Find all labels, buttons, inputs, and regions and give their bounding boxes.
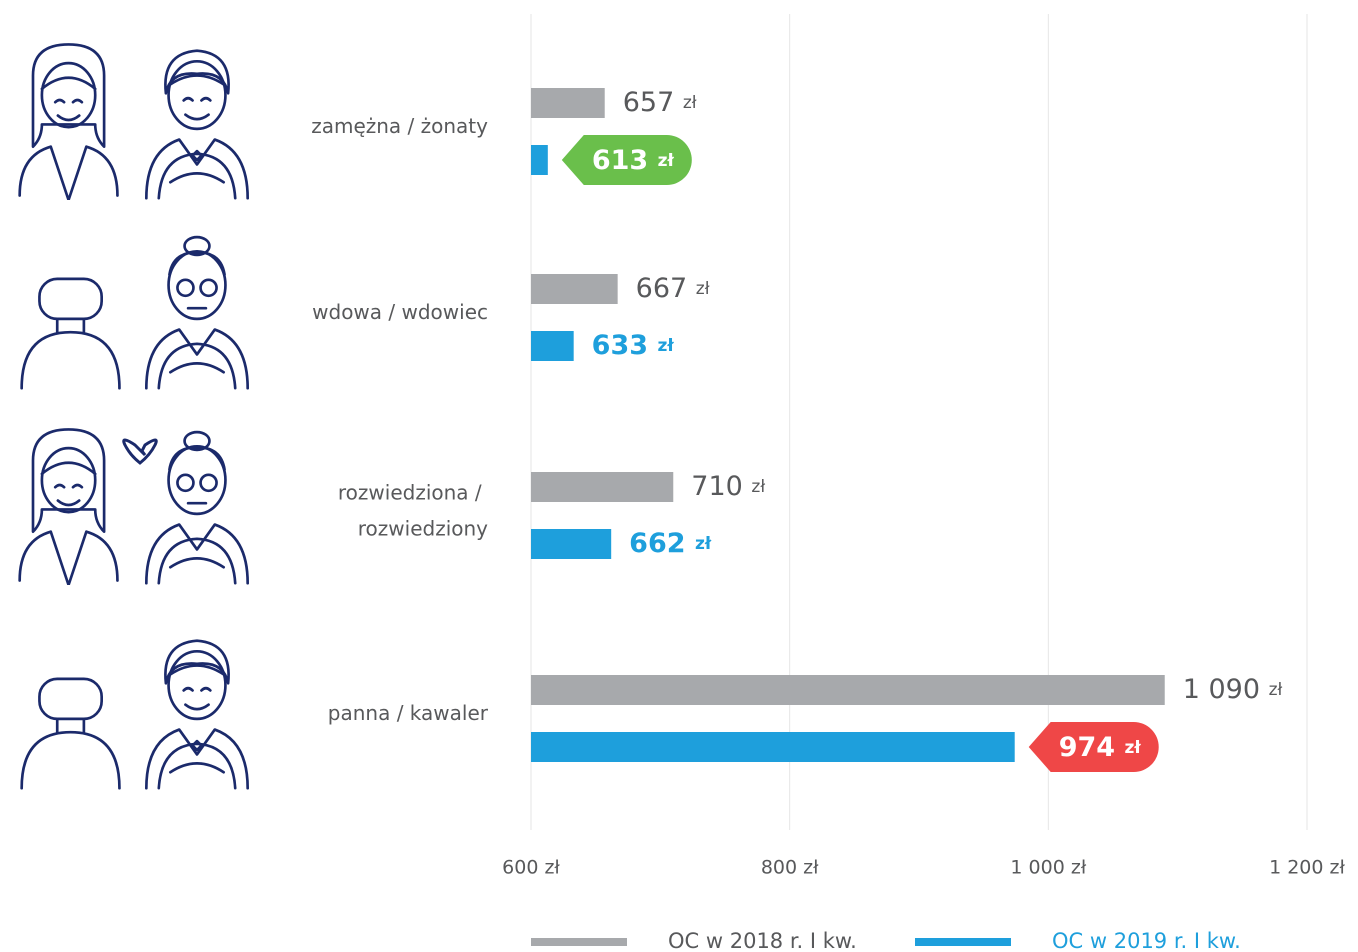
bar xyxy=(531,529,611,559)
woman-icon xyxy=(20,44,118,200)
bar xyxy=(531,274,618,304)
value-label: 1 090 zł xyxy=(1183,674,1283,705)
value-label: 633 zł xyxy=(592,330,675,361)
legend-label: OC w 2018 r. I kw. xyxy=(668,929,857,952)
category-label: panna / kawaler xyxy=(328,701,489,725)
x-tick-label: 600 zł xyxy=(502,857,560,879)
bar xyxy=(531,472,673,502)
man-icon xyxy=(146,51,247,199)
chart: 600 zł 800 zł 1 000 zł 1 200 zł zamężna / żo… xyxy=(0,0,1358,952)
seat-icon xyxy=(22,279,120,388)
old-person-icon xyxy=(146,432,247,583)
category-label: zamężna / żonaty xyxy=(311,114,488,138)
x-tick-label: 1 000 zł xyxy=(1010,857,1086,879)
category-label: rozwiedziona / rozwiedziony xyxy=(338,480,488,540)
seat-icon xyxy=(22,679,120,788)
value-label: 662 zł xyxy=(629,528,712,559)
bar xyxy=(531,331,574,361)
broken-heart-icon xyxy=(124,440,157,463)
bar xyxy=(531,145,548,175)
category-label: wdowa / wdowiec xyxy=(312,300,488,324)
man-icon xyxy=(146,641,247,789)
bar xyxy=(531,88,605,118)
bar xyxy=(531,732,1015,762)
value-label: 710 zł xyxy=(691,471,765,502)
x-tick-label: 1 200 zł xyxy=(1269,857,1345,879)
value-label: 667 zł xyxy=(636,273,710,304)
woman-icon xyxy=(20,429,118,585)
bar xyxy=(531,675,1165,705)
x-tick-label: 800 zł xyxy=(761,857,819,879)
old-person-icon xyxy=(146,237,247,388)
legend-label: OC w 2019 r. I kw. xyxy=(1052,929,1241,952)
value-label: 657 zł xyxy=(623,87,697,118)
